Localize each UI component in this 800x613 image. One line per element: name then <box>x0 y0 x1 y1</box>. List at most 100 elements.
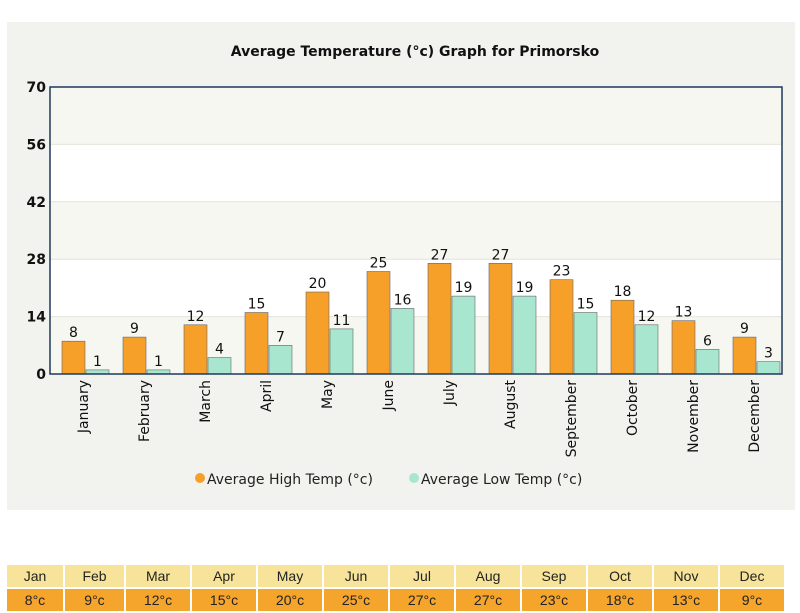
grid-band <box>50 201 782 260</box>
month-temp-value: 27°c <box>456 589 520 611</box>
data-label: 13 <box>675 305 693 321</box>
x-tick-label: February <box>137 380 153 442</box>
data-label: 15 <box>248 297 266 313</box>
month-header: Oct <box>588 565 652 587</box>
bar-low <box>634 324 659 375</box>
data-label: 9 <box>130 321 139 337</box>
month-temp-value: 12°c <box>126 589 190 611</box>
bar-high <box>183 324 208 375</box>
month-temp-value: 23°c <box>522 589 586 611</box>
month-temp-value: 27°c <box>390 589 454 611</box>
data-label: 15 <box>577 297 595 313</box>
data-label: 12 <box>638 309 656 325</box>
legend-label[interactable]: Average High Temp (°c) <box>207 472 373 488</box>
month-temp-value: 20°c <box>258 589 322 611</box>
month-header: Nov <box>654 565 718 587</box>
data-label: 18 <box>614 284 632 300</box>
month-header: Aug <box>456 565 520 587</box>
x-tick-label: November <box>686 380 702 453</box>
data-label: 19 <box>455 280 473 296</box>
bar-low <box>512 295 537 375</box>
bar-high <box>549 279 574 375</box>
month-temp-value: 18°c <box>588 589 652 611</box>
data-label: 23 <box>553 264 571 280</box>
bar-low <box>695 349 720 375</box>
legend-marker <box>195 473 205 483</box>
bar-high <box>671 320 696 375</box>
data-label: 19 <box>516 280 534 296</box>
month-header: May <box>258 565 322 587</box>
bar-high <box>61 340 86 375</box>
month-header: Jan <box>7 565 63 587</box>
data-label: 16 <box>394 292 412 308</box>
month-temp-value: 13°c <box>654 589 718 611</box>
bar-high <box>366 271 391 375</box>
month-temp-value: 9°c <box>720 589 784 611</box>
bar-low <box>207 357 232 375</box>
data-label: 27 <box>492 247 510 263</box>
month-header: Feb <box>65 565 124 587</box>
data-label: 20 <box>309 276 327 292</box>
bar-low <box>390 308 415 375</box>
x-tick-label: September <box>564 380 580 458</box>
y-tick-label: 14 <box>27 310 47 326</box>
y-tick-label: 28 <box>27 252 46 268</box>
data-label: 7 <box>276 329 285 345</box>
month-temp-value: 8°c <box>7 589 63 611</box>
x-tick-label: January <box>76 380 92 434</box>
x-tick-label: July <box>442 380 458 406</box>
bar-low <box>756 361 781 375</box>
data-label: 6 <box>703 333 712 349</box>
month-header: Jul <box>390 565 454 587</box>
x-tick-label: May <box>320 380 336 409</box>
x-tick-label: December <box>747 380 763 453</box>
x-tick-label: June <box>381 380 397 412</box>
data-label: 11 <box>333 313 351 329</box>
bar-high <box>305 291 330 375</box>
bar-low <box>451 295 476 375</box>
grid-band <box>50 316 782 374</box>
data-label: 9 <box>740 321 749 337</box>
data-label: 1 <box>154 354 163 370</box>
bar-low <box>329 328 354 375</box>
data-label: 27 <box>431 247 449 263</box>
chart-title: Average Temperature (°c) Graph for Primo… <box>231 44 600 60</box>
bar-low <box>268 344 293 375</box>
month-temp-value: 15°c <box>192 589 256 611</box>
month-header: Jun <box>324 565 388 587</box>
bar-high <box>732 336 757 375</box>
data-label: 8 <box>69 325 78 341</box>
legend-marker <box>409 473 419 483</box>
x-tick-label: April <box>259 380 275 412</box>
month-header: Mar <box>126 565 190 587</box>
data-label: 3 <box>764 346 773 362</box>
y-tick-label: 56 <box>27 137 46 153</box>
plot-border <box>49 86 783 375</box>
bar-low <box>573 312 598 375</box>
data-label: 25 <box>370 256 388 272</box>
month-header: Dec <box>720 565 784 587</box>
bar-high <box>244 312 269 375</box>
chart-panel: Average Temperature (°c) Graph for Primo… <box>7 22 795 510</box>
x-tick-label: March <box>198 380 214 423</box>
data-label: 1 <box>93 354 102 370</box>
monthly-temperature-table: Jan Feb Mar Apr May Jun Jul Aug Sep Oct Nov Dec 8°c… <box>5 563 786 613</box>
grid-band <box>50 87 782 145</box>
month-header: Sep <box>522 565 586 587</box>
month-temp-value: 9°c <box>65 589 124 611</box>
data-label: 12 <box>187 309 205 325</box>
month-header: Apr <box>192 565 256 587</box>
y-tick-label: 70 <box>27 80 47 96</box>
bar-high <box>488 263 513 375</box>
y-tick-label: 0 <box>36 367 46 383</box>
bar-high <box>122 336 147 375</box>
legend-label[interactable]: Average Low Temp (°c) <box>421 472 582 488</box>
table-header-row: Jan Feb Mar Apr May Jun Jul Aug Sep Oct Nov Dec <box>7 565 784 587</box>
data-label: 4 <box>215 342 224 358</box>
table-values-row: 8°c 9°c 12°c 15°c 20°c 25°c 27°c 27°c 23°c 18°c 13… <box>7 589 784 611</box>
bar-high <box>427 263 452 375</box>
bar-high <box>610 299 635 375</box>
x-tick-label: October <box>625 380 641 436</box>
y-tick-label: 42 <box>27 195 46 211</box>
temperature-chart: Average Temperature (°c) Graph for Primo… <box>27 44 783 488</box>
